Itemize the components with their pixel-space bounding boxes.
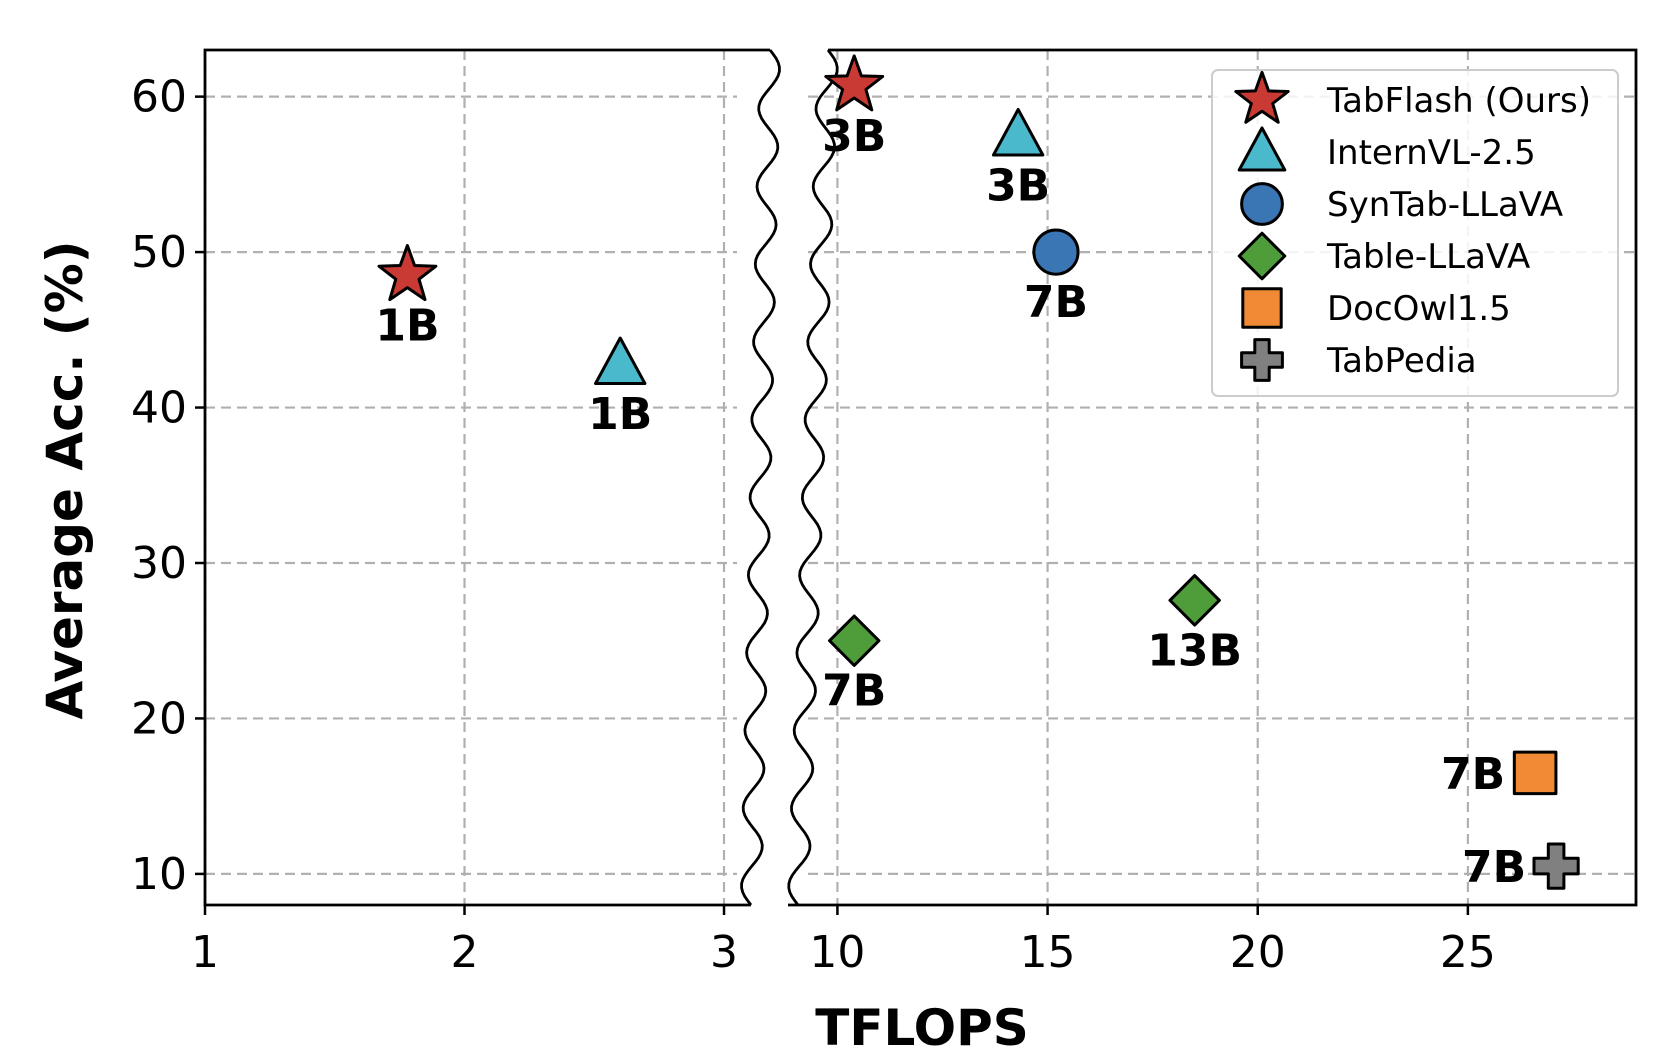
data-label: 7B	[1024, 277, 1088, 328]
data-label: 7B	[1462, 842, 1526, 893]
y-tick-label: 30	[131, 538, 187, 589]
data-label: 1B	[375, 300, 439, 351]
data-point	[828, 614, 881, 667]
y-tick-label: 40	[131, 383, 187, 434]
axes-frame	[203, 48, 1638, 907]
data-label: 3B	[986, 161, 1050, 212]
ticks: 10 20 30 40 50 60 1 2 3 10 15 20 25	[131, 72, 1496, 978]
axis-break-left	[740, 49, 781, 906]
data-point	[1532, 842, 1580, 890]
legend-marker	[1234, 70, 1290, 124]
legend-label: TabPedia	[1326, 341, 1477, 381]
x-tick-label: 1	[191, 927, 219, 978]
legend-label: Table-LLaVA	[1326, 237, 1530, 277]
legend: TabFlash (Ours) InternVL-2.5 SynTab-LLaVA T…	[1211, 69, 1619, 397]
grid	[203, 50, 1636, 905]
y-axis-title: Average Acc. (%)	[36, 240, 94, 719]
legend-marker	[1237, 126, 1287, 172]
y-tick-label: 50	[131, 227, 187, 278]
y-tick-label: 20	[131, 693, 187, 744]
y-tick-label: 60	[131, 72, 187, 123]
legend-label: TabFlash (Ours)	[1326, 81, 1591, 121]
legend-label: DocOwl1.5	[1327, 289, 1511, 329]
legend-marker	[1240, 338, 1284, 382]
legend-label: InternVL-2.5	[1327, 133, 1536, 173]
data-label: 7B	[822, 666, 886, 717]
data-point	[594, 336, 647, 386]
right-panel-frame	[788, 48, 1638, 907]
data-points: 1B 3B 1B 3B 7B 7B 13B 7B 7B	[375, 54, 1580, 893]
axis-break-right	[787, 49, 839, 906]
legend-marker	[1237, 231, 1287, 281]
y-tick-label: 10	[131, 849, 187, 900]
x-tick-label: 10	[809, 927, 865, 978]
legend-marker	[1241, 287, 1283, 329]
x-axis-title: TFLOPS	[815, 999, 1029, 1057]
data-label: 7B	[1441, 749, 1505, 800]
data-point	[1512, 750, 1558, 796]
data-point	[824, 54, 885, 112]
x-tick-label: 15	[1020, 927, 1076, 978]
left-panel-frame	[203, 48, 770, 907]
data-point	[377, 244, 438, 302]
legend-label: SynTab-LLaVA	[1327, 185, 1563, 225]
x-tick-label: 3	[710, 927, 738, 978]
data-label: 3B	[822, 111, 886, 162]
data-point	[1168, 574, 1221, 627]
legend-box	[1211, 69, 1619, 397]
data-label: 1B	[588, 389, 652, 440]
x-tick-label: 20	[1230, 927, 1286, 978]
x-tick-label: 2	[451, 927, 479, 978]
legend-marker	[1240, 182, 1284, 226]
data-point	[991, 108, 1045, 157]
data-label: 13B	[1147, 625, 1242, 676]
data-point	[1032, 228, 1080, 276]
x-tick-label: 25	[1440, 927, 1496, 978]
